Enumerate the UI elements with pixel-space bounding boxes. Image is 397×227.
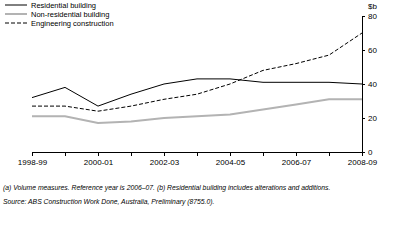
x-tick: 2004-05 bbox=[216, 152, 246, 167]
x-tick-mark bbox=[32, 152, 33, 156]
y-tick: 0 bbox=[362, 148, 373, 157]
x-tick: 2002-03 bbox=[150, 152, 180, 167]
legend-label: Residential building bbox=[31, 1, 96, 10]
y-axis-title: $b bbox=[368, 2, 377, 11]
x-tick-mark bbox=[263, 152, 264, 156]
y-tick: 40 bbox=[362, 80, 377, 89]
chart: 1998-99 2000-01 2002-03 2004-05 2006-07 2008-… bbox=[0, 0, 397, 227]
y-tick: 60 bbox=[362, 46, 377, 55]
legend-swatch bbox=[5, 23, 27, 24]
x-tick-label: 2002-03 bbox=[150, 158, 180, 167]
y-tick-mark bbox=[362, 152, 365, 153]
y-tick-mark bbox=[362, 50, 365, 51]
x-tick-label: 2004-05 bbox=[216, 158, 246, 167]
x-tick-mark bbox=[296, 152, 297, 156]
y-axis-line bbox=[363, 17, 366, 153]
y-tick: 20 bbox=[362, 114, 377, 123]
x-tick bbox=[197, 152, 198, 156]
x-tick-mark bbox=[98, 152, 99, 156]
legend-label: Engineering construction bbox=[31, 19, 114, 28]
y-tick-label: 80 bbox=[368, 12, 377, 21]
x-tick-label: 2006-07 bbox=[282, 158, 312, 167]
series-line bbox=[32, 33, 362, 111]
y-tick-label: 60 bbox=[368, 46, 377, 55]
y-tick-mark bbox=[362, 16, 365, 17]
y-axis: 0 20 40 60 80 bbox=[362, 12, 377, 157]
x-tick: 2008-09 bbox=[348, 152, 378, 167]
y-tick-label: 0 bbox=[368, 148, 373, 157]
x-tick bbox=[131, 152, 132, 156]
y-tick-mark bbox=[362, 84, 365, 85]
x-axis-line bbox=[33, 153, 363, 157]
x-tick: 1998-99 bbox=[18, 152, 48, 167]
x-tick-mark bbox=[329, 152, 330, 156]
x-tick bbox=[329, 152, 330, 156]
x-tick-label: 2008-09 bbox=[348, 158, 378, 167]
x-tick-label: 1998-99 bbox=[18, 158, 48, 167]
x-tick-mark bbox=[131, 152, 132, 156]
x-tick-label: 2000-01 bbox=[84, 158, 114, 167]
x-tick: 2006-07 bbox=[282, 152, 312, 167]
x-tick-mark bbox=[65, 152, 66, 156]
source: Source: ABS Construction Work Done, Aust… bbox=[3, 198, 215, 206]
x-tick: 2000-01 bbox=[84, 152, 114, 167]
y-tick-mark bbox=[362, 118, 365, 119]
legend: Residential buildingNon-residential buil… bbox=[5, 1, 114, 28]
series-line bbox=[32, 99, 362, 123]
y-tick-label: 40 bbox=[368, 80, 377, 89]
legend-swatch bbox=[5, 5, 27, 6]
x-axis: 1998-99 2000-01 2002-03 2004-05 2006-07 2008-… bbox=[18, 152, 378, 167]
legend-swatch bbox=[5, 13, 27, 15]
legend-label: Non-residential building bbox=[31, 10, 109, 19]
x-tick bbox=[65, 152, 66, 156]
y-tick-label: 20 bbox=[368, 114, 377, 123]
plot-area bbox=[32, 33, 362, 123]
x-tick-mark bbox=[230, 152, 231, 156]
x-tick bbox=[263, 152, 264, 156]
footnote: (a) Volume measures. Reference year is 2… bbox=[3, 184, 330, 192]
x-tick-mark bbox=[164, 152, 165, 156]
x-tick-mark bbox=[197, 152, 198, 156]
y-tick: 80 bbox=[362, 12, 377, 21]
